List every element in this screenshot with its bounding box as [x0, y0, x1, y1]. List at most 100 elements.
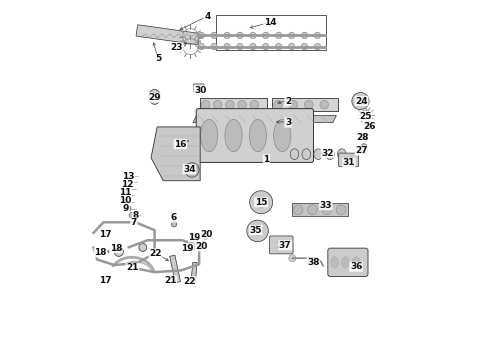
- Polygon shape: [191, 262, 197, 282]
- Text: 22: 22: [183, 276, 196, 285]
- Circle shape: [224, 43, 230, 50]
- Bar: [359, 134, 367, 139]
- Polygon shape: [272, 98, 338, 111]
- Text: 1: 1: [264, 155, 270, 164]
- Ellipse shape: [302, 149, 311, 159]
- Polygon shape: [151, 127, 200, 181]
- Ellipse shape: [338, 149, 346, 159]
- Ellipse shape: [200, 120, 218, 152]
- Text: 26: 26: [364, 122, 376, 131]
- Circle shape: [314, 32, 320, 39]
- Ellipse shape: [249, 120, 267, 152]
- Circle shape: [237, 32, 243, 39]
- Polygon shape: [136, 25, 200, 45]
- Text: 12: 12: [121, 180, 134, 189]
- FancyBboxPatch shape: [194, 84, 204, 92]
- Ellipse shape: [293, 205, 303, 215]
- Text: 18: 18: [94, 248, 107, 257]
- Circle shape: [127, 180, 132, 185]
- Text: 18: 18: [110, 244, 122, 253]
- Polygon shape: [170, 255, 180, 283]
- Circle shape: [214, 100, 222, 109]
- Circle shape: [224, 32, 230, 39]
- Circle shape: [357, 97, 365, 105]
- Text: 22: 22: [149, 249, 162, 258]
- Circle shape: [238, 100, 246, 109]
- Circle shape: [237, 43, 243, 50]
- Ellipse shape: [152, 93, 157, 101]
- Ellipse shape: [114, 247, 123, 256]
- Circle shape: [253, 226, 262, 235]
- Circle shape: [123, 199, 129, 205]
- Text: 29: 29: [148, 93, 161, 102]
- Text: 13: 13: [122, 172, 135, 181]
- Circle shape: [289, 32, 295, 39]
- Circle shape: [189, 167, 195, 173]
- Text: 31: 31: [343, 158, 355, 167]
- Text: 10: 10: [119, 196, 131, 205]
- Circle shape: [225, 100, 234, 109]
- Ellipse shape: [342, 257, 349, 268]
- Circle shape: [301, 32, 308, 39]
- Text: 28: 28: [356, 133, 369, 142]
- Circle shape: [289, 43, 295, 50]
- Circle shape: [124, 186, 130, 192]
- Text: 5: 5: [155, 54, 161, 63]
- Text: 23: 23: [171, 43, 183, 52]
- Circle shape: [256, 197, 266, 207]
- Text: 17: 17: [99, 276, 111, 285]
- Text: 24: 24: [355, 96, 368, 105]
- Circle shape: [185, 163, 199, 177]
- Circle shape: [211, 32, 218, 39]
- Ellipse shape: [361, 144, 368, 154]
- Ellipse shape: [202, 231, 209, 239]
- Ellipse shape: [308, 205, 317, 215]
- Text: 25: 25: [359, 112, 371, 121]
- Text: 37: 37: [279, 241, 292, 250]
- Text: 4: 4: [204, 12, 211, 21]
- Circle shape: [263, 43, 269, 50]
- Ellipse shape: [322, 205, 332, 215]
- Text: 14: 14: [264, 18, 276, 27]
- Polygon shape: [293, 203, 348, 216]
- Circle shape: [126, 206, 131, 211]
- Ellipse shape: [352, 257, 360, 268]
- Text: 38: 38: [307, 258, 319, 267]
- Text: 36: 36: [350, 262, 363, 271]
- Circle shape: [211, 43, 218, 50]
- Text: 19: 19: [189, 233, 201, 242]
- Circle shape: [126, 173, 132, 179]
- Text: 20: 20: [200, 230, 213, 239]
- Text: 30: 30: [194, 86, 206, 95]
- Text: 15: 15: [255, 198, 268, 207]
- Circle shape: [301, 43, 308, 50]
- Ellipse shape: [314, 149, 322, 159]
- Text: 9: 9: [123, 204, 129, 213]
- Text: 3: 3: [285, 118, 291, 127]
- Text: 32: 32: [321, 149, 334, 158]
- Circle shape: [171, 221, 177, 227]
- Circle shape: [274, 100, 282, 109]
- Circle shape: [352, 93, 369, 110]
- Circle shape: [129, 212, 135, 218]
- Ellipse shape: [189, 242, 195, 252]
- Text: 20: 20: [195, 242, 207, 251]
- Text: 16: 16: [174, 140, 187, 149]
- Text: 17: 17: [99, 230, 111, 239]
- Ellipse shape: [290, 149, 299, 159]
- Circle shape: [250, 191, 272, 214]
- Circle shape: [247, 220, 269, 242]
- FancyBboxPatch shape: [339, 153, 359, 167]
- Circle shape: [320, 100, 329, 109]
- Ellipse shape: [326, 149, 334, 159]
- FancyBboxPatch shape: [328, 248, 368, 276]
- Circle shape: [289, 100, 298, 109]
- Circle shape: [275, 43, 282, 50]
- Text: 8: 8: [132, 211, 139, 220]
- Circle shape: [304, 100, 313, 109]
- Text: 33: 33: [319, 201, 332, 210]
- Text: 7: 7: [131, 218, 137, 227]
- FancyBboxPatch shape: [270, 236, 293, 254]
- Circle shape: [250, 32, 256, 39]
- Text: 27: 27: [355, 146, 368, 155]
